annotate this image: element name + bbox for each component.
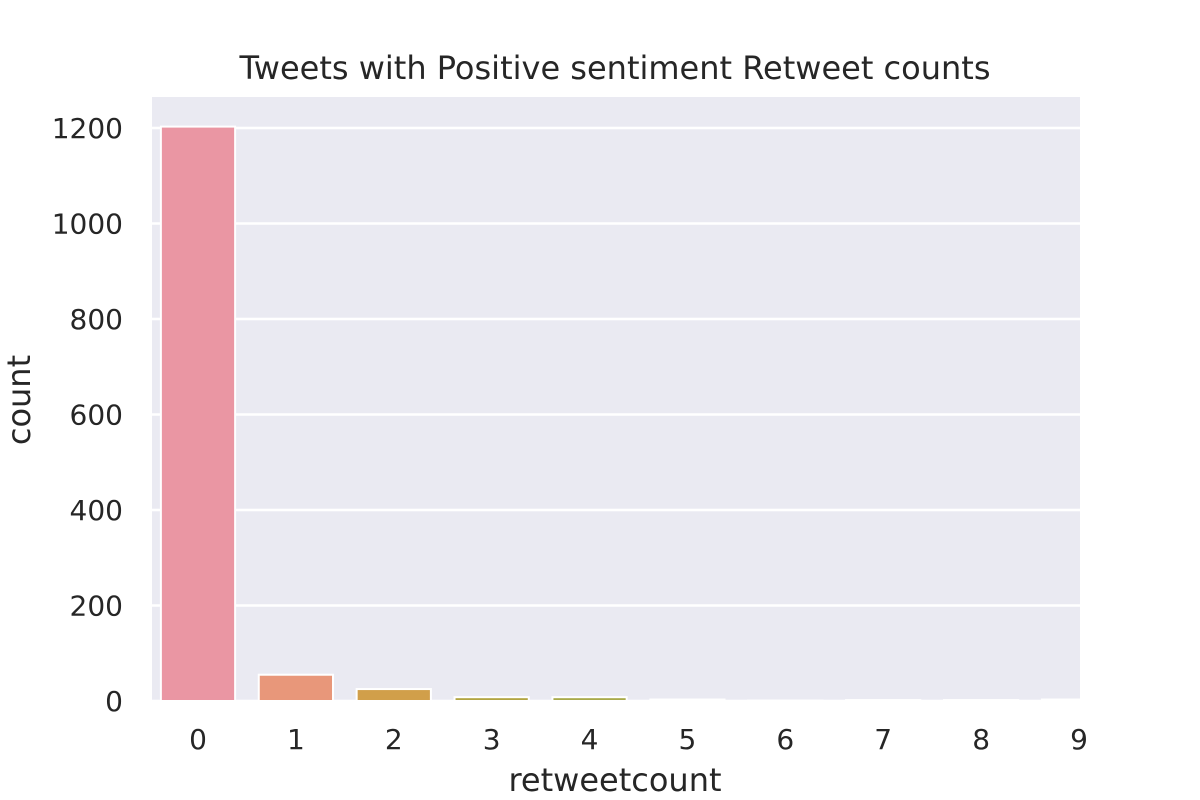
x-tick-label: 8	[972, 723, 990, 756]
y-tick-label: 400	[70, 494, 123, 527]
x-axis-label: retweetcount	[508, 761, 721, 799]
chart-title: Tweets with Positive sentiment Retweet c…	[239, 49, 991, 87]
bar-8	[942, 699, 1020, 702]
x-tick-label: 5	[679, 723, 697, 756]
x-tick-label: 9	[1070, 723, 1088, 756]
y-tick-label: 200	[70, 590, 123, 623]
x-tick-label: 7	[874, 723, 892, 756]
bar-7	[845, 699, 922, 702]
y-tick-label: 1200	[52, 112, 123, 145]
bar-5	[649, 698, 726, 702]
plot-background	[152, 97, 1080, 701]
y-axis-ticks: 0 200 400 600 800 1000 1200	[52, 112, 123, 718]
x-tick-label: 6	[776, 723, 794, 756]
y-tick-label: 800	[70, 303, 123, 336]
bars	[159, 125, 1118, 703]
bar-9	[1040, 698, 1118, 702]
x-axis-ticks: 0 1 2 3 4 5 6 7 8 9	[189, 723, 1088, 756]
y-tick-label: 0	[105, 685, 123, 718]
bar-3	[453, 696, 530, 702]
x-tick-label: 3	[483, 723, 501, 756]
y-axis-label: count	[0, 355, 38, 445]
bar-1	[257, 673, 335, 703]
x-tick-label: 1	[287, 723, 305, 756]
x-tick-label: 4	[581, 723, 599, 756]
y-tick-label: 1000	[52, 208, 123, 241]
bar-0	[159, 125, 237, 703]
x-tick-label: 0	[189, 723, 207, 756]
y-tick-label: 600	[70, 399, 123, 432]
x-tick-label: 2	[385, 723, 403, 756]
bar-4	[551, 696, 628, 702]
grid-lines	[152, 126, 1080, 703]
bar-2	[355, 688, 432, 702]
